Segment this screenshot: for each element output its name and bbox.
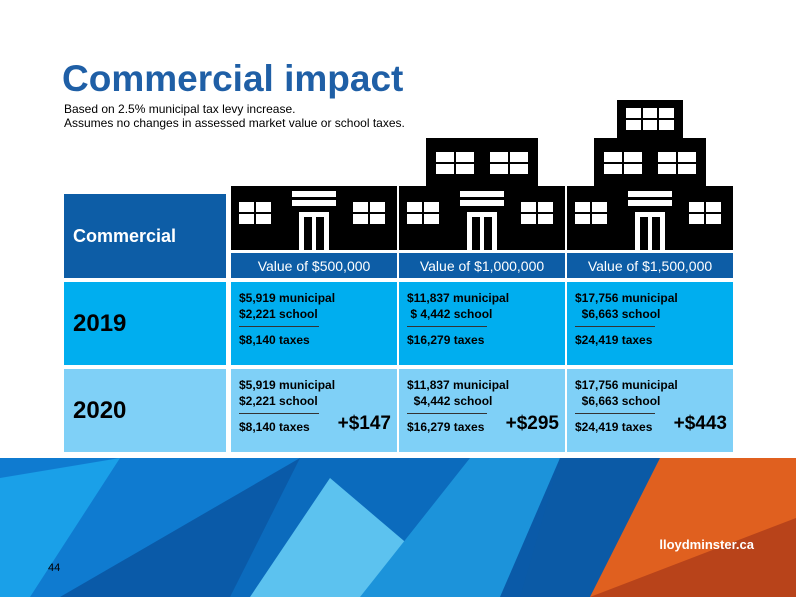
year-label-2020: 2020 xyxy=(64,369,226,452)
three-storey-building-icon xyxy=(567,100,733,250)
total-taxes: $16,279 taxes xyxy=(407,420,485,434)
column-header-1-5m: Value of $1,500,000 xyxy=(567,253,733,278)
tax-increase: +$295 xyxy=(505,413,559,434)
footer-banner xyxy=(0,458,796,597)
school-amount: $6,663 school xyxy=(575,394,661,408)
page-title: Commercial impact xyxy=(62,58,404,99)
school-amount: $6,663 school xyxy=(575,307,661,321)
tax-increase: +$443 xyxy=(673,413,727,434)
total-taxes: $24,419 taxes xyxy=(575,420,653,434)
subtitle: Based on 2.5% municipal tax levy increas… xyxy=(64,102,405,130)
school-amount: $2,221 school xyxy=(239,307,318,321)
table-cell-2019-1-5m: $17,756 municipal $6,663 school $24,419 … xyxy=(567,282,733,365)
one-storey-building-icon xyxy=(231,186,397,250)
subtitle-line-1: Based on 2.5% municipal tax levy increas… xyxy=(64,102,296,116)
total-taxes: $24,419 taxes xyxy=(575,333,653,347)
column-header-500k: Value of $500,000 xyxy=(231,253,397,278)
divider xyxy=(575,413,655,414)
page-number: 44 xyxy=(48,562,61,574)
subtitle-line-2: Assumes no changes in assessed market va… xyxy=(64,116,405,130)
municipal-amount: $5,919 municipal xyxy=(239,378,336,392)
municipal-amount: $17,756 municipal xyxy=(575,291,678,305)
divider xyxy=(239,326,319,327)
website-logo-text: lloydminster.ca xyxy=(659,537,754,552)
school-amount: $2,221 school xyxy=(239,394,318,408)
municipal-amount: $17,756 municipal xyxy=(575,378,678,392)
header-commercial-label: Commercial xyxy=(64,194,226,278)
total-taxes: $8,140 taxes xyxy=(239,333,310,347)
divider xyxy=(239,413,319,414)
year-label-2019: 2019 xyxy=(64,282,226,365)
column-header-1m: Value of $1,000,000 xyxy=(399,253,565,278)
table-cell-2019-1m: $11,837 municipal $ 4,442 school $16,279… xyxy=(399,282,565,365)
divider xyxy=(407,413,487,414)
municipal-amount: $5,919 municipal xyxy=(239,291,336,305)
divider xyxy=(575,326,655,327)
municipal-amount: $11,837 municipal xyxy=(407,378,510,392)
table-cell-2020-1m: $11,837 municipal $4,442 school $16,279 … xyxy=(399,369,565,452)
school-amount: $ 4,442 school xyxy=(407,307,493,321)
two-storey-building-icon xyxy=(399,138,565,250)
municipal-amount: $11,837 municipal xyxy=(407,291,510,305)
school-amount: $4,442 school xyxy=(407,394,493,408)
total-taxes: $8,140 taxes xyxy=(239,420,310,434)
tax-increase: +$147 xyxy=(337,413,391,434)
total-taxes: $16,279 taxes xyxy=(407,333,485,347)
table-cell-2020-1-5m: $17,756 municipal $6,663 school $24,419 … xyxy=(567,369,733,452)
divider xyxy=(407,326,487,327)
table-cell-2020-500k: $5,919 municipal $2,221 school $8,140 ta… xyxy=(231,369,397,452)
table-cell-2019-500k: $5,919 municipal $2,221 school $8,140 ta… xyxy=(231,282,397,365)
